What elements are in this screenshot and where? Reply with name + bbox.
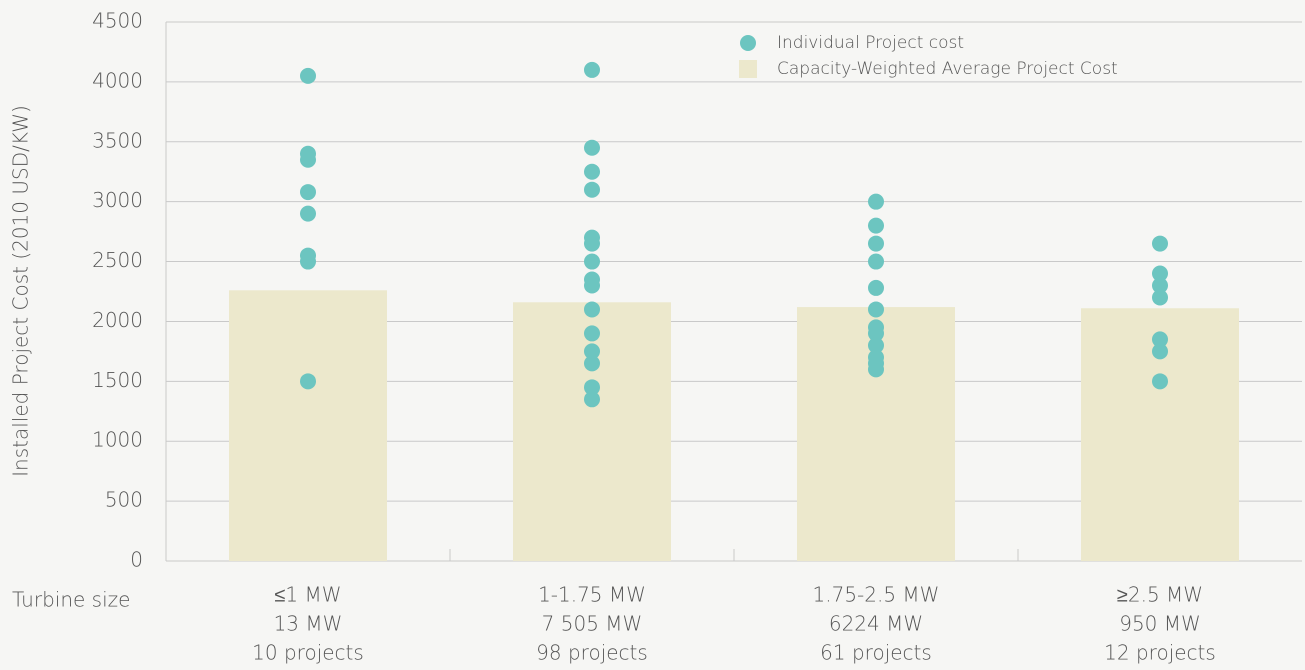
point: [584, 325, 600, 342]
point: [584, 163, 600, 180]
point: [868, 279, 884, 296]
y-tick-label: 500: [105, 488, 143, 512]
point: [1152, 343, 1168, 360]
point: [1152, 289, 1168, 306]
y-tick-label: 3500: [92, 128, 143, 152]
point: [584, 277, 600, 294]
point: [1152, 331, 1168, 348]
x-tick-label: 950 MW: [1119, 612, 1201, 636]
y-tick-label: 4000: [92, 68, 143, 92]
point: [584, 343, 600, 360]
point: [868, 217, 884, 234]
x-tick-label: ≥2.5 MW: [1117, 583, 1203, 607]
x-tick-label: 10 projects: [252, 641, 364, 665]
point: [584, 181, 600, 198]
point: [868, 325, 884, 342]
y-tick-label: 2000: [92, 308, 143, 332]
legend-marker: [740, 35, 756, 51]
point: [584, 61, 600, 78]
legend-label: Individual Project cost: [777, 33, 964, 53]
x-tick-label: ≤1 MW: [274, 583, 341, 607]
x-tick-label: 13 MW: [274, 612, 343, 636]
legend-label: Capacity-Weighted Average Project Cost: [777, 59, 1118, 79]
y-tick-label: 1500: [92, 368, 143, 392]
x-tick-label: 98 projects: [536, 641, 648, 665]
point: [584, 253, 600, 270]
point: [1152, 265, 1168, 282]
point: [300, 253, 316, 270]
point: [868, 301, 884, 318]
point: [300, 151, 316, 168]
legend-marker: [739, 60, 757, 78]
point: [584, 355, 600, 372]
x-axis-label: Turbine size: [12, 588, 130, 612]
x-tick-label: 6224 MW: [829, 612, 923, 636]
x-tick-label: 7 505 MW: [542, 612, 643, 636]
x-tick-label: 1.75-2.5 MW: [813, 583, 940, 607]
point: [1152, 235, 1168, 252]
point: [300, 184, 316, 201]
y-tick-label: 4500: [92, 9, 143, 33]
point: [1152, 373, 1168, 390]
y-axis-label: Installed Project Cost (2010 USD/KW): [9, 105, 33, 477]
point: [300, 67, 316, 84]
point: [584, 391, 600, 408]
x-tick-label: 12 projects: [1104, 641, 1216, 665]
point: [584, 379, 600, 396]
point: [584, 301, 600, 318]
y-tick-label: 3000: [92, 188, 143, 212]
point: [868, 253, 884, 270]
point: [868, 193, 884, 210]
point: [868, 337, 884, 354]
x-tick-label: 1-1.75 MW: [538, 583, 646, 607]
y-tick-label: 1000: [92, 428, 143, 452]
point: [868, 361, 884, 378]
y-tick-label: 0: [130, 548, 143, 572]
bar: [229, 290, 387, 561]
point: [300, 205, 316, 222]
x-tick-label: 61 projects: [820, 641, 932, 665]
point: [584, 235, 600, 252]
point: [868, 235, 884, 252]
point: [300, 373, 316, 390]
point: [1152, 277, 1168, 294]
y-tick-label: 2500: [92, 248, 143, 272]
point: [584, 139, 600, 156]
